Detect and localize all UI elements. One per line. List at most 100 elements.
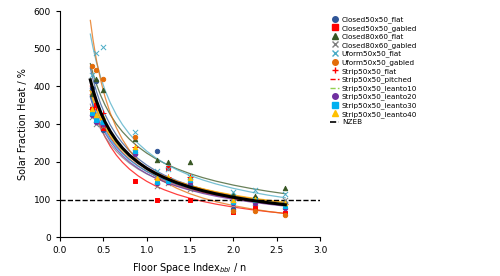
Point [251,188,259,192]
Point [282,204,290,209]
Point [92,50,100,55]
Point [92,103,100,108]
Point [153,177,161,181]
Point [230,209,237,213]
Point [132,150,140,155]
Point [230,197,237,202]
Point [230,190,237,194]
Point [100,120,108,124]
X-axis label: Floor Space Index$_{bbl}$ / n: Floor Space Index$_{bbl}$ / n [132,261,248,275]
Point [88,107,96,111]
Point [153,158,161,162]
Point [282,197,290,202]
Point [92,105,100,109]
Point [164,167,172,172]
Point [100,88,108,92]
Point [164,160,172,164]
Point [230,192,237,196]
Point [230,207,237,211]
Point [100,126,108,130]
Point [164,179,172,184]
Point [282,211,290,215]
Point [132,145,140,149]
Point [164,165,172,170]
Point [282,206,290,210]
Point [92,113,100,117]
Point [132,149,140,153]
Point [92,122,100,126]
Y-axis label: Solar Fraction Heat / %: Solar Fraction Heat / % [18,68,28,180]
Point [164,179,172,183]
Point [186,177,194,181]
Point [164,165,172,170]
Point [251,201,259,206]
Point [282,201,290,206]
Point [153,179,161,184]
Point [230,202,237,206]
Point [251,209,259,213]
Point [100,128,108,132]
Point [132,135,140,140]
Point [92,79,100,83]
Point [282,213,290,218]
Point [88,115,96,119]
Point [92,67,100,72]
Point [100,124,108,128]
Point [251,194,259,198]
Point [164,179,172,184]
Point [230,201,237,206]
Point [88,92,96,96]
Point [186,182,194,187]
Point [186,178,194,182]
Point [186,197,194,202]
Point [153,181,161,185]
Point [282,202,290,206]
Point [132,179,140,183]
Point [251,195,259,200]
Point [164,175,172,179]
Point [186,179,194,184]
Point [153,198,161,202]
Point [92,77,100,81]
Point [132,145,140,149]
Point [230,197,237,202]
Point [251,198,259,203]
Point [153,184,161,189]
Point [100,77,108,81]
Point [186,187,194,191]
Point [153,148,161,153]
Point [132,137,140,142]
Point [92,120,100,124]
Legend: Closed50x50_flat, Closed50x50_gabled, Closed80x60_flat, Closed80x60_gabled, Ufor: Closed50x50_flat, Closed50x50_gabled, Cl… [329,15,418,127]
Point [282,192,290,196]
Point [88,111,96,115]
Point [132,150,140,155]
Point [282,186,290,190]
Point [132,152,140,156]
Point [88,113,96,117]
Point [100,122,108,126]
Point [186,160,194,164]
Point [251,197,259,202]
Point [88,107,96,111]
Point [100,115,108,119]
Point [132,129,140,134]
Point [282,201,290,206]
Point [186,175,194,179]
Point [251,201,259,206]
Point [164,181,172,185]
Point [88,86,96,91]
Point [230,209,237,214]
Point [88,73,96,77]
Point [251,197,259,201]
Point [100,45,108,49]
Point [88,107,96,111]
Point [186,176,194,180]
Point [251,205,259,209]
Point [153,181,161,185]
Point [88,63,96,68]
Point [92,118,100,122]
Point [100,111,108,115]
Point [186,175,194,179]
Point [153,169,161,174]
